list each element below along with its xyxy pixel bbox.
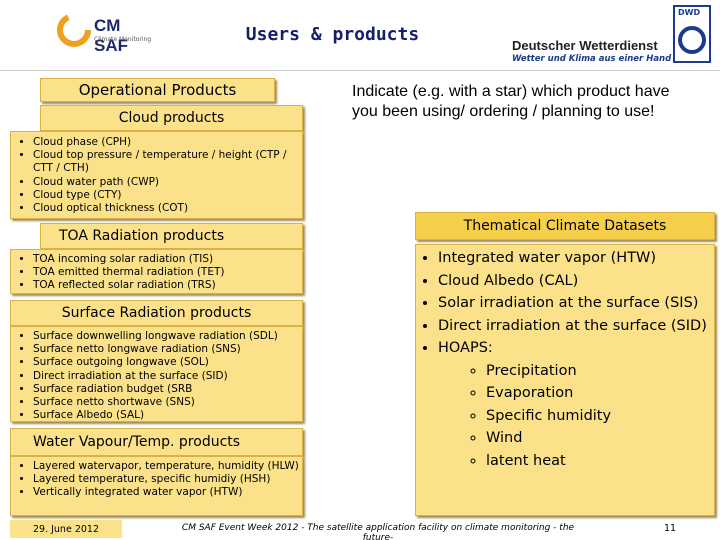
- list-item: Surface netto shortwave (SNS): [33, 396, 302, 409]
- list-item: Layered watervapor, temperature, humidit…: [33, 460, 302, 473]
- logo-icon: [57, 13, 91, 47]
- list-item: Surface Albedo (SAL): [33, 409, 302, 422]
- thematic-sub-item: latent heat: [486, 450, 714, 473]
- logo-right: DWD Deutscher Wetterdienst Wetter und Kl…: [508, 2, 718, 68]
- section-heading: TOA Radiation products: [40, 223, 303, 249]
- list-item: Surface downwelling longwave radiation (…: [33, 330, 302, 343]
- list-item: Surface netto longwave radiation (SNS): [33, 343, 302, 356]
- operational-title: Operational Products: [40, 78, 275, 102]
- logo-subtitle: Climate Monitoring: [94, 36, 152, 43]
- thematic-sub-item: Precipitation: [486, 360, 714, 383]
- list-item: Layered temperature, specific humidiy (H…: [33, 473, 302, 486]
- section-list: TOA incoming solar radiation (TIS)TOA em…: [10, 249, 303, 294]
- section-heading: Water Vapour/Temp. products: [10, 428, 303, 456]
- thematic-item: Direct irradiation at the surface (SID): [438, 315, 714, 338]
- list-item: Vertically integrated water vapor (HTW): [33, 486, 302, 499]
- footer-text: CM SAF Event Week 2012 - The satellite a…: [181, 523, 575, 540]
- list-item: Surface radiation budget (SRB: [33, 383, 302, 396]
- list-item: Cloud top pressure / temperature / heigh…: [33, 149, 302, 175]
- list-item: Cloud phase (CPH): [33, 136, 302, 149]
- thematic-item: HOAPS:: [438, 337, 714, 360]
- list-item: Direct irradiation at the surface (SID): [33, 370, 302, 383]
- thematic-heading: Thematical Climate Datasets: [415, 212, 715, 240]
- footer-date: 29. June 2012: [10, 520, 122, 538]
- page-number: 11: [663, 523, 677, 534]
- list-item: TOA emitted thermal radiation (TET): [33, 266, 302, 279]
- section-heading: Cloud products: [40, 105, 303, 131]
- dwd-abbrev: DWD: [678, 8, 701, 17]
- instruction: Indicate (e.g. with a star) which produc…: [352, 83, 670, 120]
- thematic-list: Integrated water vapor (HTW)Cloud Albedo…: [415, 244, 715, 516]
- list-item: Cloud optical thickness (COT): [33, 202, 302, 215]
- section-list: Surface downwelling longwave radiation (…: [10, 326, 303, 422]
- list-item: Surface outgoing longwave (SOL): [33, 356, 302, 369]
- thematic-item: Solar irradiation at the surface (SIS): [438, 292, 714, 315]
- sub-list: PrecipitationEvaporationSpecific humidit…: [438, 360, 714, 473]
- dwd-slogan: Wetter und Klima aus einer Hand: [512, 54, 672, 64]
- thematic-item: Cloud Albedo (CAL): [438, 270, 714, 293]
- section-list: Layered watervapor, temperature, humidit…: [10, 456, 303, 516]
- dwd-org: Deutscher Wetterdienst: [512, 38, 658, 53]
- thematic-sub-item: Wind: [486, 427, 714, 450]
- section-list: Cloud phase (CPH)Cloud top pressure / te…: [10, 131, 303, 219]
- thematic-item: Integrated water vapor (HTW): [438, 247, 714, 270]
- dwd-emblem: [673, 5, 711, 63]
- list-item: Cloud type (CTY): [33, 189, 302, 202]
- thematic-sub-item: Evaporation: [486, 382, 714, 405]
- list-item: TOA reflected solar radiation (TRS): [33, 279, 302, 292]
- list-item: TOA incoming solar radiation (TIS): [33, 253, 302, 266]
- logo-left: CM SAF Climate Monitoring: [4, 12, 154, 55]
- logo-name: CM SAF: [94, 16, 128, 55]
- slide-title: Users & products: [245, 24, 420, 45]
- section-heading: Surface Radiation products: [10, 300, 303, 326]
- header-rule: [0, 70, 720, 71]
- list-item: Cloud water path (CWP): [33, 176, 302, 189]
- thematic-sub-item: Specific humidity: [486, 405, 714, 428]
